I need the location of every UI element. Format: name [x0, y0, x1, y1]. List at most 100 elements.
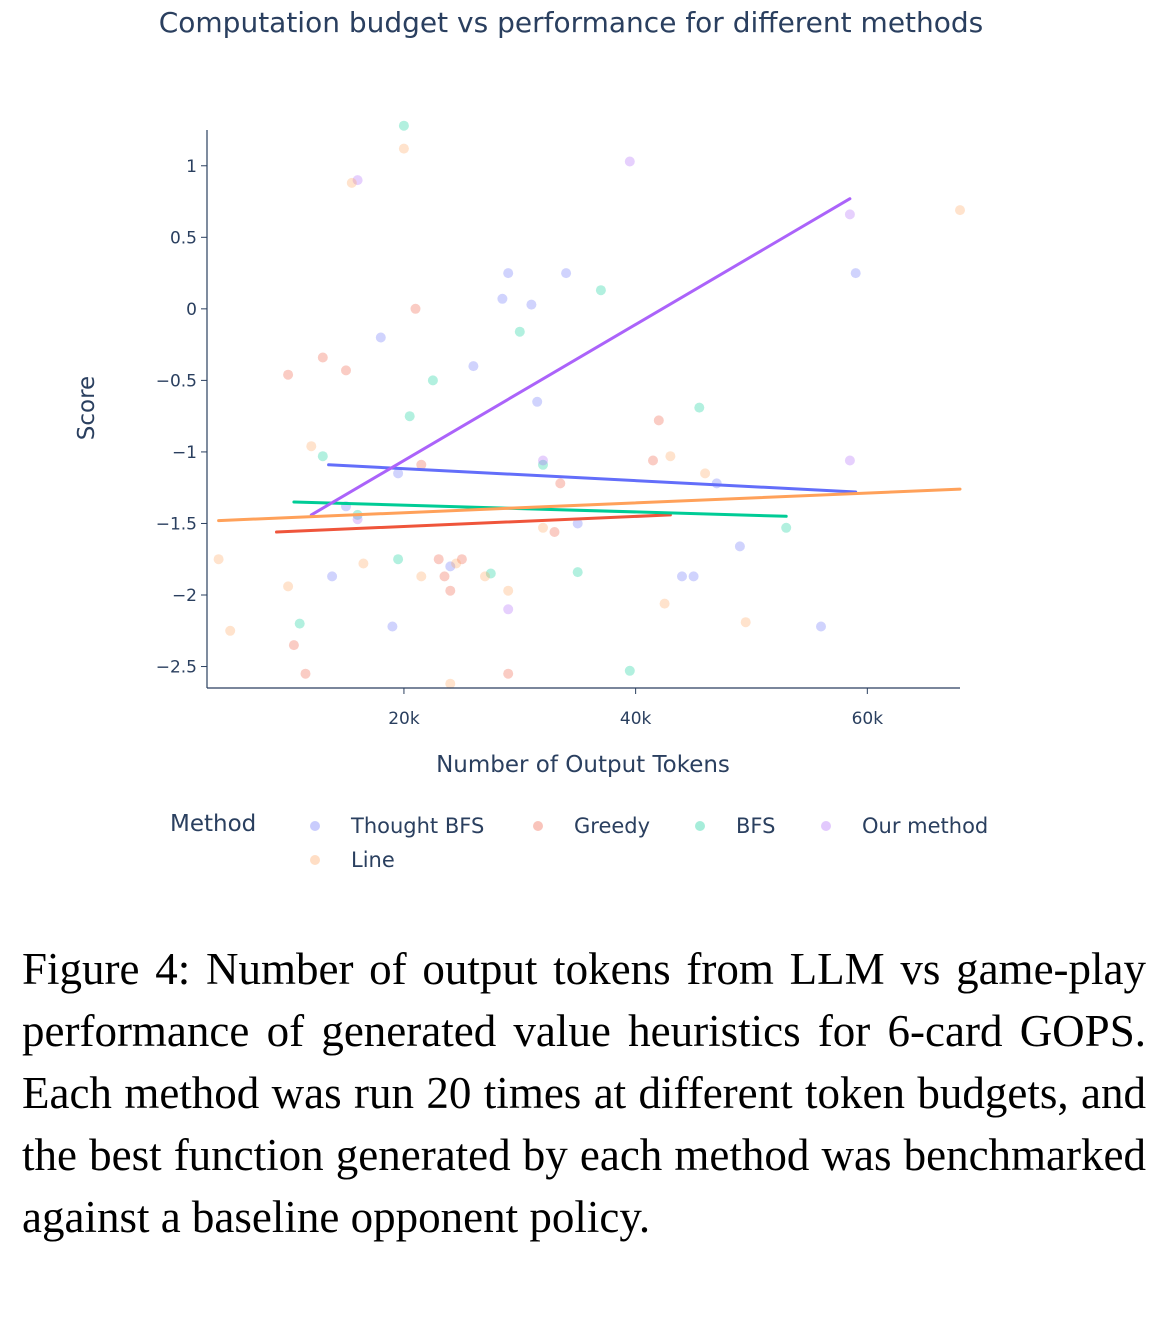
- point-line-9: [480, 571, 490, 582]
- point-bfs-0: [398, 120, 409, 131]
- point-thought-bfs-4: [497, 293, 508, 304]
- figure-caption: Figure 4: Number of output tokens from L…: [22, 944, 1146, 1242]
- legend-label-bfs: BFS: [736, 814, 775, 838]
- point-bfs-6: [485, 568, 496, 579]
- point-thought-bfs-2: [387, 621, 398, 632]
- point-line-10: [503, 585, 514, 596]
- legend-marker-thought-bfs: [310, 821, 320, 831]
- trend-line-line: [217, 487, 962, 523]
- trend-line-our-method: [309, 197, 852, 517]
- point-bfs-4: [404, 411, 415, 422]
- point-bfs-1: [294, 618, 305, 629]
- point-greedy-1: [288, 640, 299, 651]
- point-greedy-5: [410, 303, 421, 314]
- legend-marker-our-method: [821, 821, 831, 831]
- y-tick-label: 0.5: [170, 228, 197, 248]
- point-line-4: [346, 177, 357, 188]
- trend-line-thought-bfs: [327, 463, 858, 494]
- point-line-12: [659, 598, 670, 609]
- y-tick-label: 1: [186, 157, 197, 177]
- point-bfs-12: [694, 402, 705, 413]
- data-marks: [213, 120, 965, 689]
- point-line-1: [225, 625, 236, 636]
- point-line-5: [358, 558, 369, 569]
- legend-title: Method: [170, 811, 256, 837]
- point-greedy-6: [416, 459, 427, 470]
- point-our-method-0: [352, 175, 363, 186]
- point-thought-bfs-9: [572, 518, 583, 529]
- point-bfs-11: [624, 665, 635, 676]
- y-axis-title: Score: [74, 376, 100, 440]
- legend-label-our-method: Our method: [862, 814, 988, 838]
- point-greedy-11: [503, 668, 514, 679]
- point-thought-bfs-11: [468, 361, 479, 372]
- point-greedy-14: [648, 455, 658, 466]
- point-thought-bfs-7: [532, 396, 543, 407]
- x-tick-label: 60k: [852, 709, 884, 729]
- point-line-2: [283, 581, 294, 592]
- point-greedy-12: [549, 527, 560, 537]
- point-thought-bfs-8: [561, 268, 572, 279]
- point-line-11: [538, 522, 548, 533]
- y-tick-label: 0: [186, 300, 197, 320]
- point-line-3: [306, 441, 317, 452]
- point-thought-bfs-13: [688, 571, 699, 582]
- point-thought-bfs-5: [503, 268, 514, 279]
- legend-marker-bfs: [695, 821, 705, 831]
- point-line-8: [451, 558, 462, 569]
- y-tick-label: −2: [172, 586, 197, 606]
- point-thought-bfs-17: [850, 268, 861, 279]
- point-bfs-3: [393, 554, 404, 565]
- point-thought-bfs-1: [393, 468, 404, 479]
- legend-label-line: Line: [351, 848, 395, 872]
- point-bfs-8: [538, 459, 548, 470]
- point-line-7: [416, 571, 427, 582]
- axis-ticks: 1 0.5 0 −0.5 −1 −1.5 −2 −2.5 20k 40k 60k: [156, 157, 883, 729]
- point-bfs-13: [781, 522, 792, 533]
- y-tick-label: −1: [172, 443, 197, 463]
- point-our-method-1: [352, 514, 363, 525]
- legend-label-greedy: Greedy: [574, 814, 650, 838]
- point-thought-bfs-16: [816, 621, 826, 632]
- point-bfs-2: [317, 451, 328, 462]
- trend-lines: [217, 197, 962, 534]
- trend-line-greedy: [275, 513, 672, 534]
- point-greedy-8: [445, 585, 456, 596]
- legend-label-thought-bfs: Thought BFS: [350, 814, 484, 838]
- point-our-method-4: [844, 209, 855, 220]
- point-greedy-4: [341, 365, 351, 376]
- point-greedy-15: [653, 415, 664, 426]
- point-thought-bfs-6: [526, 299, 537, 310]
- point-thought-bfs-3: [327, 571, 338, 582]
- point-thought-bfs-15: [734, 541, 745, 552]
- point-greedy-3: [317, 352, 328, 363]
- point-greedy-7: [433, 554, 444, 565]
- y-tick-label: −2.5: [156, 658, 197, 678]
- point-line-6: [398, 143, 409, 154]
- point-line-16: [955, 205, 965, 216]
- y-tick-label: −0.5: [156, 371, 197, 391]
- x-tick-label: 40k: [620, 709, 652, 729]
- point-our-method-2: [503, 604, 514, 615]
- point-line-13: [665, 451, 676, 462]
- point-greedy-10: [439, 571, 450, 582]
- point-bfs-7: [514, 326, 525, 337]
- legend-marker-line: [310, 855, 320, 865]
- legend-marker-greedy: [533, 821, 543, 831]
- chart-title: Computation budget vs performance for di…: [158, 6, 984, 39]
- trend-line-bfs: [292, 500, 788, 518]
- point-greedy-2: [300, 668, 311, 679]
- x-axis-title: Number of Output Tokens: [436, 752, 730, 778]
- scatter-plot: 1 0.5 0 −0.5 −1 −1.5 −2 −2.5 20k 40k 60k Number of…: [74, 120, 988, 872]
- point-line-0: [213, 554, 224, 565]
- legend: Thought BFS Greedy BFS Our method Line: [310, 814, 988, 872]
- y-tick-label: −1.5: [156, 514, 197, 534]
- point-bfs-5: [427, 375, 438, 386]
- point-our-method-6: [538, 455, 548, 466]
- point-greedy-9: [456, 554, 467, 565]
- point-bfs-10: [595, 285, 606, 296]
- point-bfs-9: [572, 567, 583, 578]
- point-thought-bfs-0: [375, 332, 386, 343]
- point-thought-bfs-12: [677, 571, 687, 582]
- point-our-method-5: [844, 455, 855, 466]
